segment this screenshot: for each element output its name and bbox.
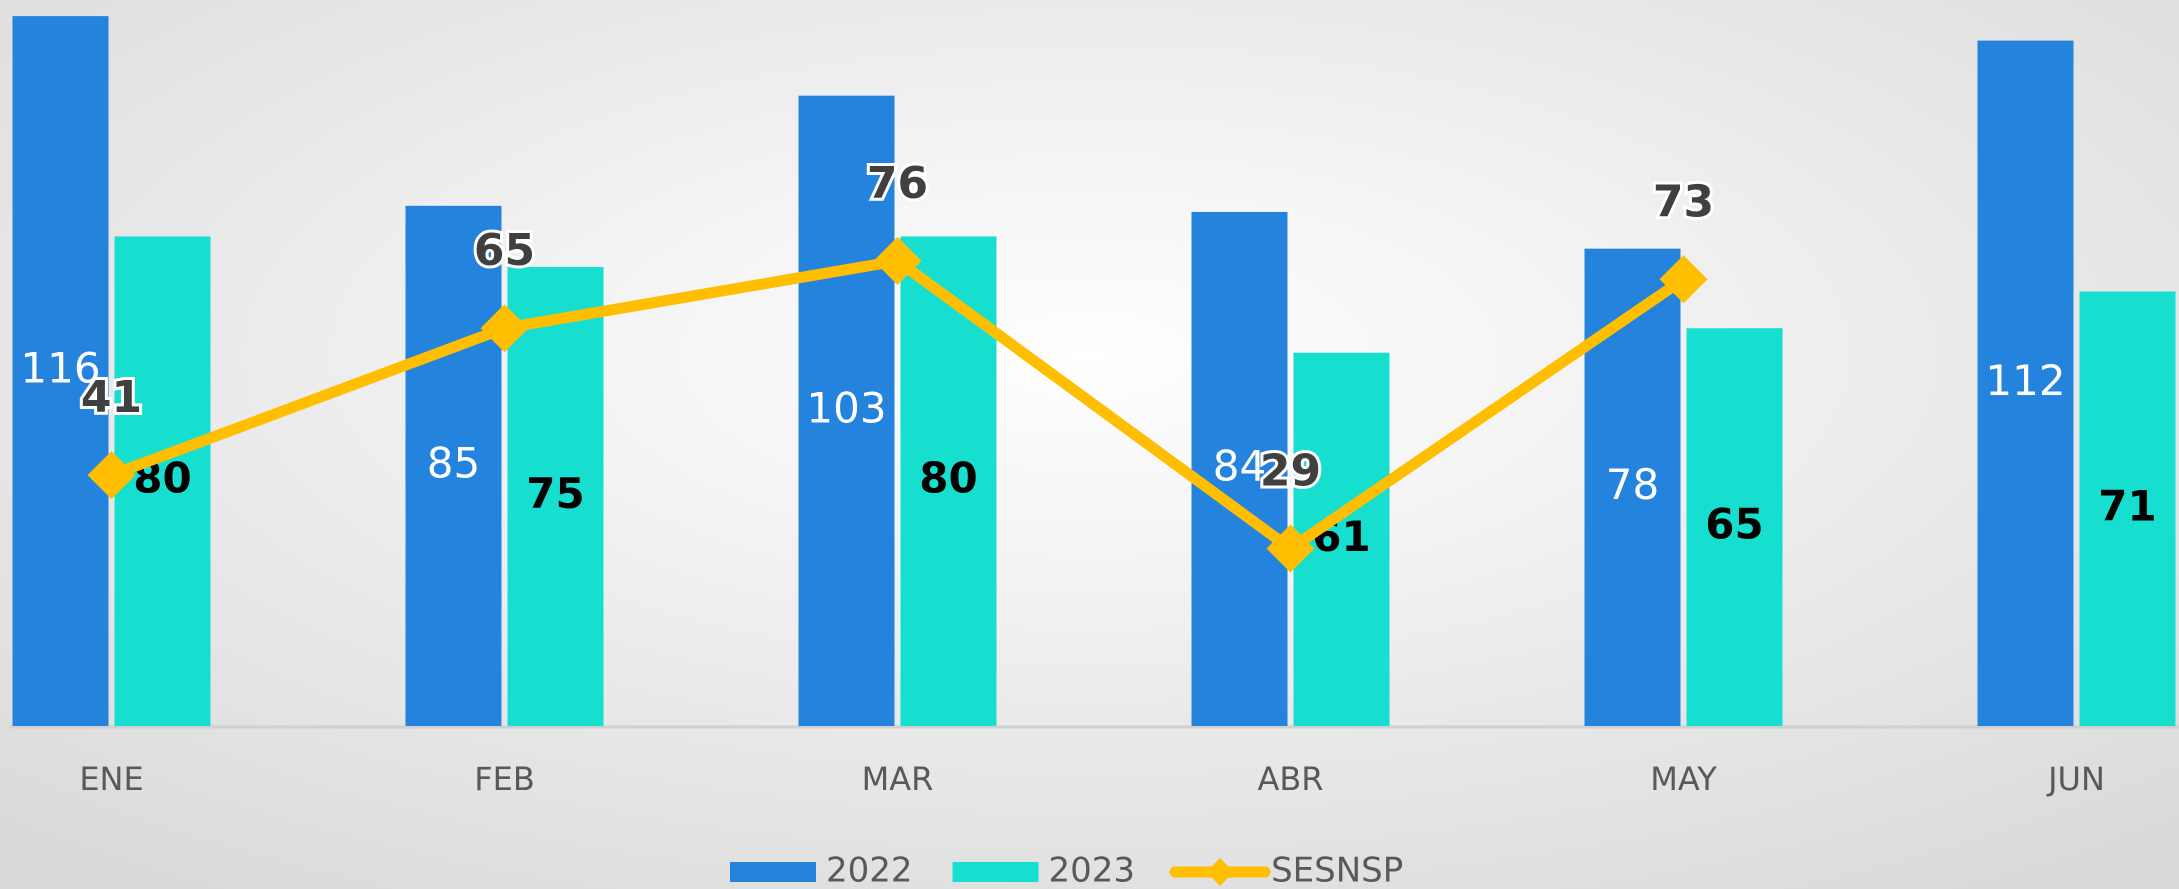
data-label: 71 [2098, 481, 2156, 530]
line-label: 29 [1260, 446, 1321, 497]
x-tick-label: FEB [474, 760, 535, 798]
bar [1191, 211, 1288, 726]
data-label: 112 [1985, 356, 2065, 405]
bar [1584, 248, 1681, 726]
line-marker [1266, 524, 1315, 573]
line-label: 76 [867, 158, 928, 209]
line-label: 41 [81, 372, 142, 423]
data-label: 80 [919, 454, 977, 503]
x-tick-label: JUN [2046, 760, 2105, 798]
bar [114, 236, 211, 726]
legend-label: 2023 [1049, 851, 1136, 889]
legend-label: SESNSP [1271, 851, 1403, 889]
data-label: 84 [1213, 441, 1266, 490]
data-label: 65 [1705, 500, 1763, 549]
bar [1686, 328, 1783, 726]
legend-swatch [1206, 858, 1235, 886]
x-tick-label: ABR [1257, 760, 1323, 798]
legend-swatch [730, 862, 816, 882]
bar [798, 95, 895, 726]
line-marker [87, 451, 136, 500]
line-marker [873, 236, 922, 285]
bar [405, 205, 502, 727]
line-marker [480, 304, 529, 353]
line-label: 73 [1653, 176, 1714, 227]
data-label: 75 [526, 469, 584, 518]
line-marker [1659, 255, 1708, 304]
bar [1977, 40, 2074, 727]
bar [2079, 291, 2176, 726]
data-label: 78 [1606, 460, 1659, 509]
data-label: 85 [427, 438, 480, 487]
x-tick-label: MAY [1650, 760, 1717, 798]
data-label: 116 [20, 344, 100, 393]
x-tick-label: MAR [862, 760, 934, 798]
legend-swatch [952, 862, 1039, 882]
x-tick-label: ENE [79, 760, 143, 798]
bar [12, 16, 109, 727]
bar [507, 267, 604, 726]
legend-label: 2022 [826, 851, 913, 889]
line-label: 65 [474, 225, 535, 276]
data-label: 103 [806, 383, 886, 432]
